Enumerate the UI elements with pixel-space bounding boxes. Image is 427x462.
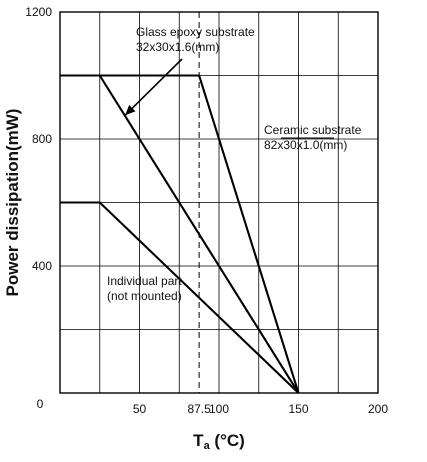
x-axis-title-part: a [204, 440, 211, 452]
x-axis-title-part: T [193, 431, 204, 450]
annotation-glass: Glass epoxy substrate 32x30x1.6(mm) [136, 25, 255, 54]
origin-tick-label: 0 [37, 397, 44, 411]
annotation-line: (not mounted) [107, 289, 182, 303]
axis-titles: Power dissipation(mW) Ta (°C) [3, 109, 245, 452]
x-tick-label: 150 [288, 402, 308, 416]
plot-border [59, 11, 379, 394]
grid-lines [60, 12, 378, 393]
annotation-leader-line [124, 58, 183, 116]
annotation-line: Ceramic substrate [264, 123, 362, 137]
series-line-individual [60, 201, 300, 394]
plot-frame [59, 11, 379, 394]
series-annotations: Ceramic substrate 82x30x1.0(mm) Glass epox… [107, 25, 362, 303]
x-axis-title-part: (°C) [210, 431, 245, 450]
annotation-line: Individual part [107, 274, 182, 288]
series-line-ceramic [60, 74, 300, 394]
annotation-arrowhead [125, 104, 136, 116]
y-tick-label: 800 [32, 132, 52, 146]
y-tick-label: 1200 [25, 5, 52, 19]
series-lines [60, 74, 300, 394]
annotation-line: Glass epoxy substrate [136, 25, 255, 39]
x-tick-label: 200 [368, 402, 388, 416]
annotation-line: 32x30x1.6(mm) [136, 40, 219, 54]
x-tick-label: 100 [209, 402, 229, 416]
x-tick-label: 87.5 [187, 402, 211, 416]
y-axis-title: Power dissipation(mW) [3, 109, 22, 297]
annotation-individual: Individual part (not mounted) [107, 274, 182, 303]
series-line-glass [60, 74, 300, 394]
annotation-ceramic: Ceramic substrate 82x30x1.0(mm) [264, 123, 362, 152]
x-axis-title: Ta (°C) [193, 431, 245, 452]
y-tick-label: 400 [32, 259, 52, 273]
annotation-line: 82x30x1.0(mm) [264, 138, 347, 152]
x-tick-label: 50 [133, 402, 147, 416]
